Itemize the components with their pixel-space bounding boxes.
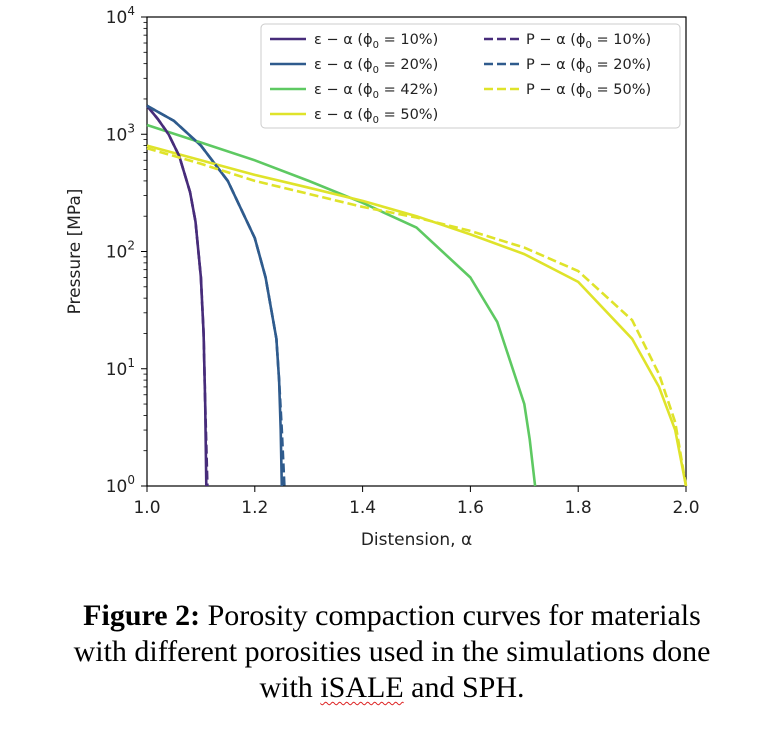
- y-tick-label: 101: [106, 356, 135, 380]
- legend-label: P − α (ϕ0 = 20%): [526, 57, 651, 76]
- caption-text-3b: and SPH.: [403, 671, 525, 704]
- series-line-3: [146, 144, 688, 487]
- y-tick-label: 102: [106, 239, 135, 263]
- y-tick-label: 103: [106, 121, 135, 145]
- legend-label: ε − α (ϕ0 = 42%): [314, 82, 438, 101]
- caption-line-2: with different porosities used in the si…: [73, 635, 711, 668]
- legend-label: P − α (ϕ0 = 10%): [526, 32, 651, 51]
- caption-text-1: Porosity compaction curves for materials: [200, 599, 701, 632]
- x-tick-label: 2.0: [672, 498, 699, 518]
- series-line-5: [146, 104, 286, 487]
- legend-box: [260, 23, 681, 129]
- caption-line-1: Figure 2: Porosity compaction curves for…: [0, 598, 784, 634]
- x-tick-label: 1.4: [349, 498, 376, 518]
- y-tick-label: 100: [106, 473, 135, 497]
- caption-line-3: with iSALE and SPH.: [0, 670, 784, 706]
- series-line-6: [146, 146, 688, 487]
- legend-label: P − α (ϕ0 = 50%): [526, 82, 651, 101]
- caption-figure-label: Figure 2:: [83, 599, 201, 632]
- caption-text-3a: with: [259, 671, 321, 704]
- figure-caption: Figure 2: Porosity compaction curves for…: [0, 598, 784, 706]
- x-tick-label: 1.0: [133, 498, 160, 518]
- x-tick-label: 1.6: [457, 498, 484, 518]
- series-line-2: [146, 123, 537, 487]
- caption-isale-word: iSALE: [320, 671, 404, 704]
- x-axis-label: Distension, α: [361, 530, 472, 550]
- legend-label: ε − α (ϕ0 = 50%): [314, 107, 438, 126]
- legend-label: ε − α (ϕ0 = 20%): [314, 57, 438, 76]
- y-axis-label: Pressure [MPa]: [65, 189, 85, 315]
- compaction-chart: 1.0 1.2 1.4 1.6 1.8 2.0 100 101 102 103 104 Distens…: [65, 4, 700, 550]
- y-tick-label: 104: [106, 4, 135, 28]
- x-tick-label: 1.8: [565, 498, 592, 518]
- x-tick-label: 1.2: [241, 498, 268, 518]
- legend-label: ε − α (ϕ0 = 10%): [314, 32, 438, 51]
- series-line-4: [145, 104, 209, 487]
